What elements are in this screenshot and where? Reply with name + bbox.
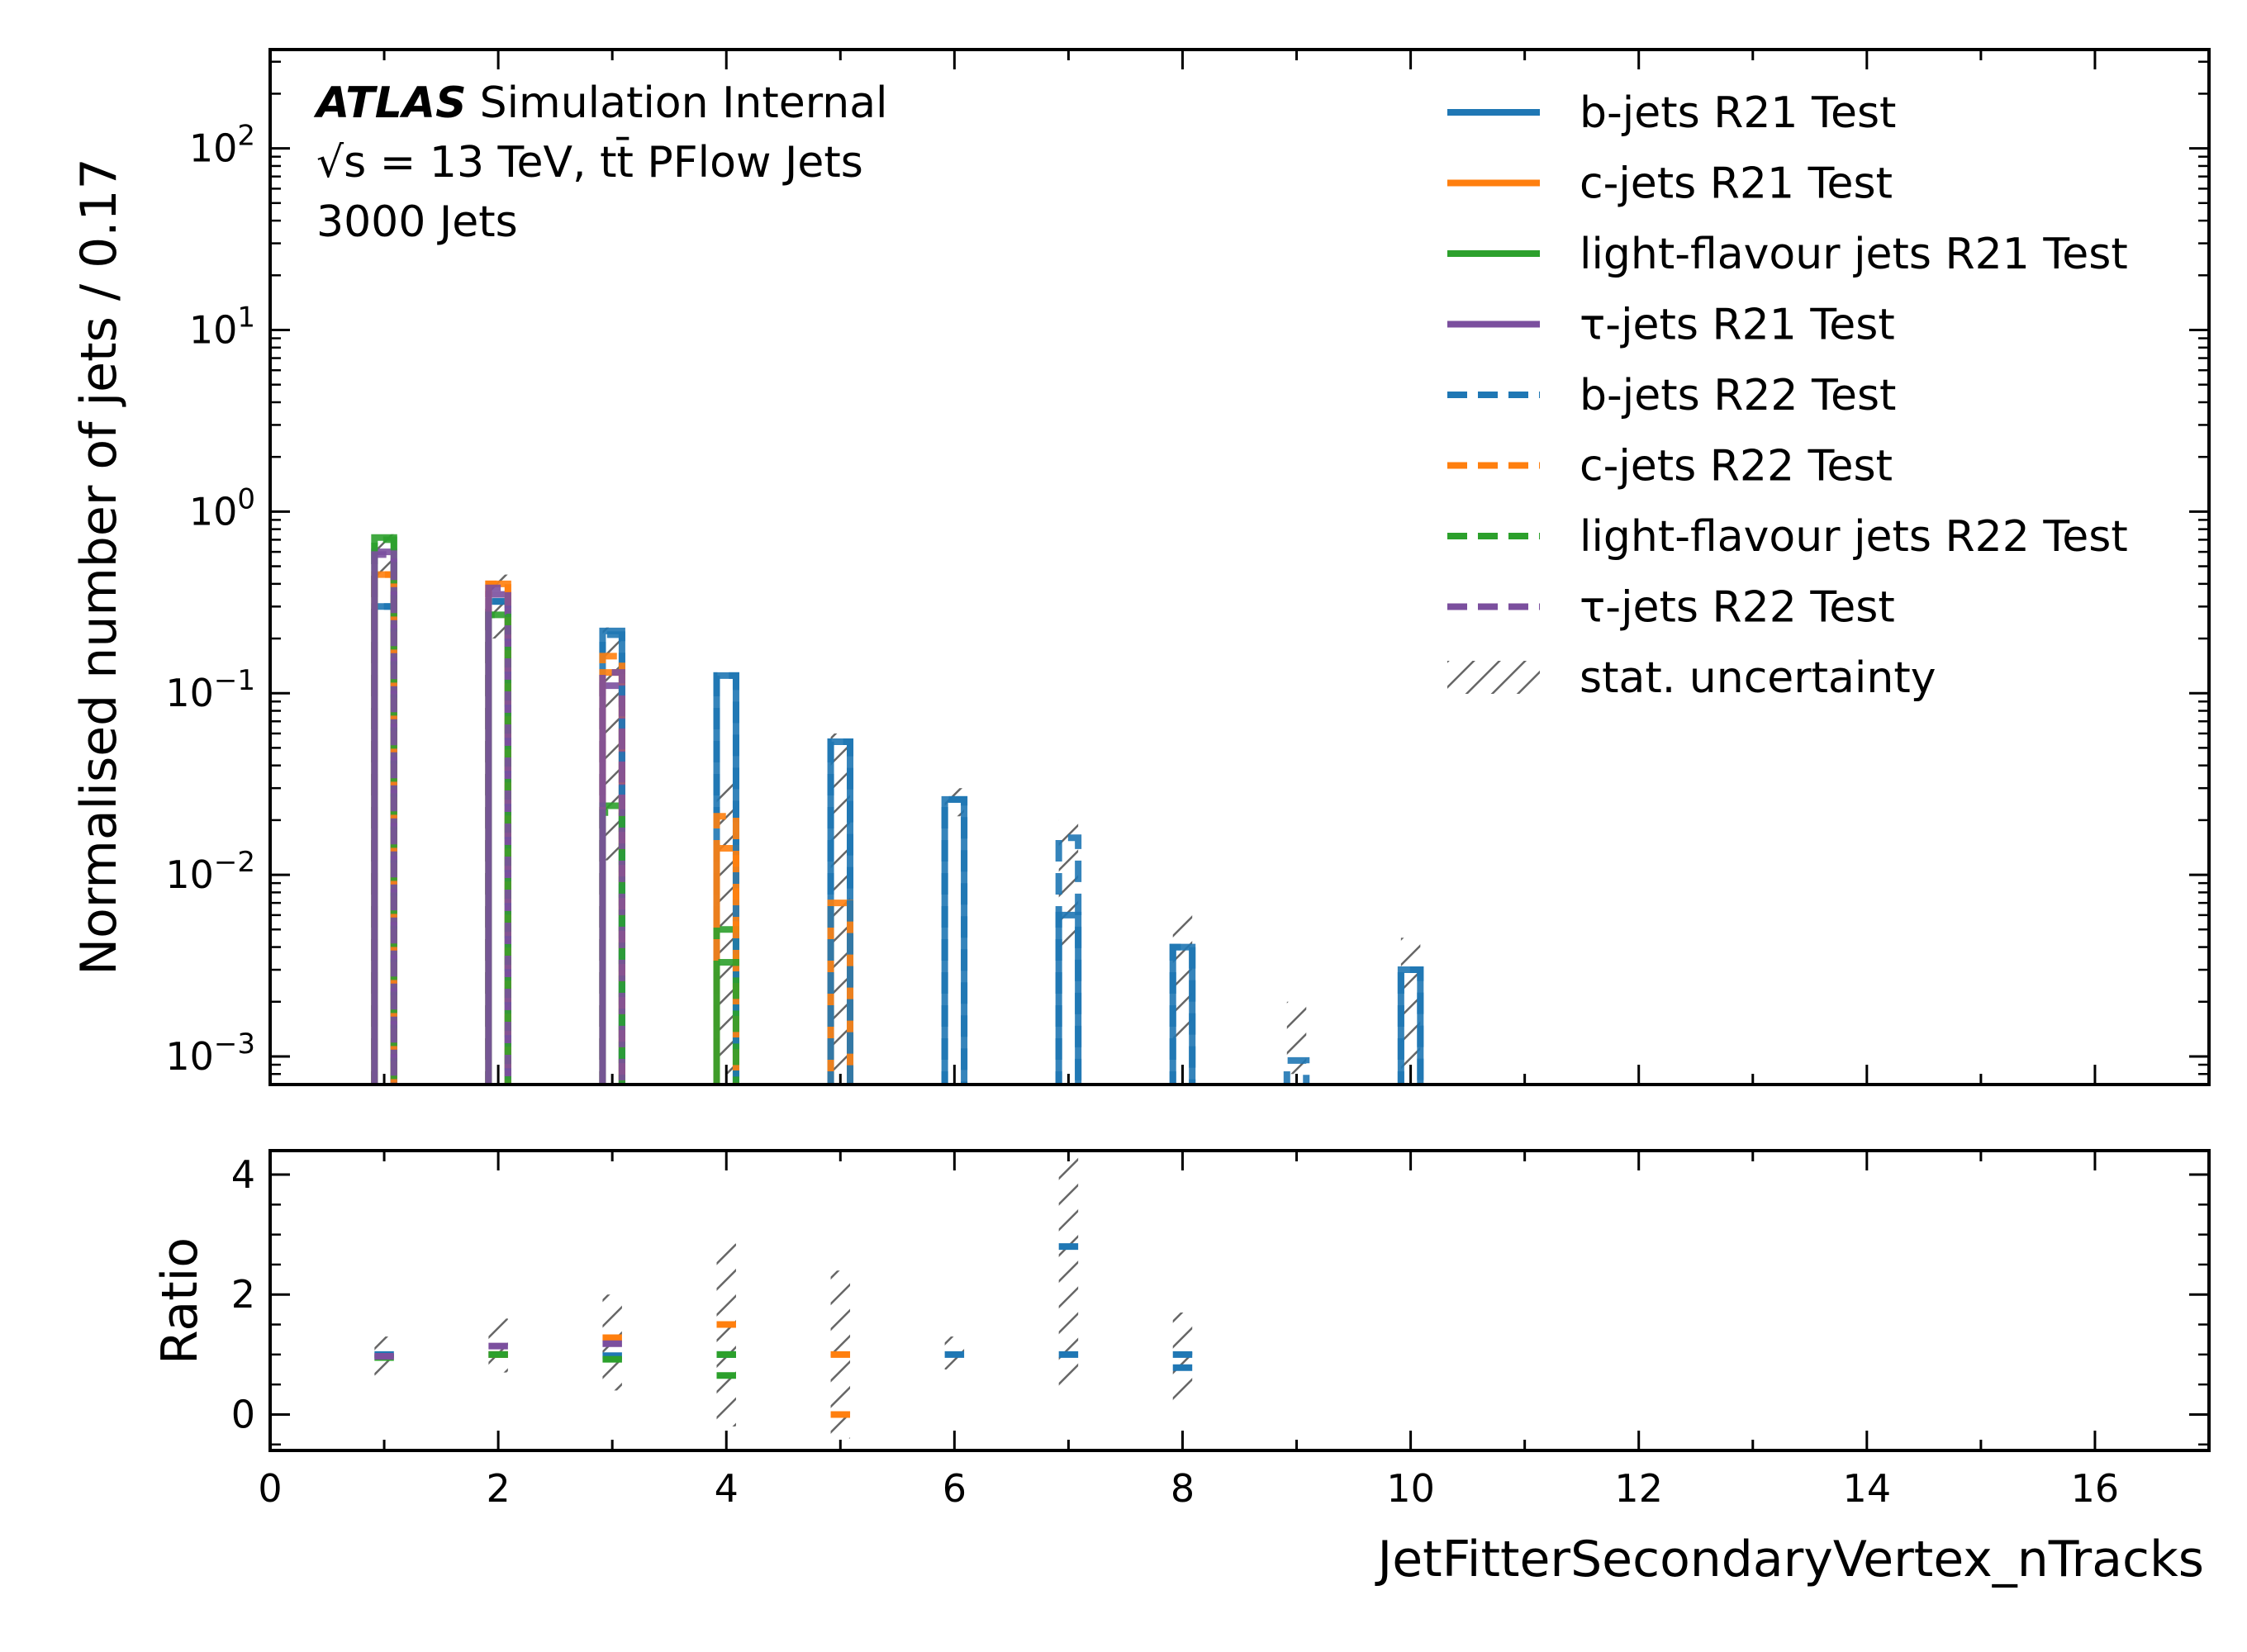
y-tick-label: 100 [189,482,255,534]
y-tick-label: 10−3 [165,1028,255,1079]
atlas-label: ATLAS Simulation Internal √s = 13 TeV, tt… [313,78,888,247]
y-tick-mantissa: 10 [165,1034,214,1079]
ratio-tick-group: 0 2 4 6 8 10 12 14 16 0 2 4 [231,1151,2211,1511]
legend-hatch-swatch [1447,661,1540,694]
atlas-experiment: ATLAS [313,78,467,128]
legend-label: light-flavour jets R21 Test [1580,230,2128,279]
x-tick-label: 12 [1614,1466,1663,1511]
main-histogram-group [371,534,1424,1085]
histogram-bin [827,900,854,1085]
main-panel-frame [268,48,2211,1086]
x-tick-label: 0 [258,1466,282,1511]
x-tick-label: 14 [1843,1466,1892,1511]
ratio-y-tick-label: 0 [231,1392,255,1436]
y-tick-exponent: −3 [214,1028,255,1061]
histogram-bin [827,738,854,1085]
x-tick-label: 4 [715,1466,739,1511]
legend-entry: c-jets R21 Test [1447,159,1893,209]
x-tick-label: 2 [486,1466,510,1511]
y-tick-mantissa: 10 [189,126,238,171]
y-tick-exponent: 0 [237,482,255,515]
legend-label: stat. uncertainty [1580,653,1936,703]
y-tick-label: 101 [189,301,255,352]
ratio-panel-frame [268,1149,2211,1452]
y-tick-exponent: −2 [214,846,255,879]
ratio-marker-group [374,1243,1193,1418]
y-tick-exponent: 1 [237,301,255,334]
x-tick-label: 8 [1171,1466,1195,1511]
ratio-y-tick-label: 4 [231,1152,255,1197]
y-tick-mantissa: 10 [189,307,238,352]
histogram-bin [371,551,397,1085]
legend-entry: light-flavour jets R22 Test [1447,512,2128,562]
legend-entry: stat. uncertainty [1447,653,1936,703]
atlas-energy-line: √s = 13 TeV, tt̄ PFlow Jets [316,137,863,188]
y-tick-mantissa: 10 [189,489,238,534]
main-stat-uncertainty-group [374,534,1421,1075]
legend-label: b-jets R21 Test [1580,88,1896,138]
y-tick-label: 10−2 [165,846,255,897]
atlas-status: Simulation Internal [480,78,888,128]
atlas-jets-line: 3000 Jets [316,197,518,247]
ratio-stat-uncertainty-band [1058,1156,1079,1388]
legend-label: b-jets R22 Test [1580,371,1896,420]
x-tick-label: 6 [943,1466,967,1511]
legend-label: τ-jets R21 Test [1580,301,1895,350]
histogram-bin [599,669,625,1085]
atlas-status-line: ATLAS Simulation Internal [313,78,888,128]
ratio-axis-title: Ratio [151,1237,209,1365]
y-axis-title: Normalised number of jets / 0.17 [70,158,128,976]
legend-entry: b-jets R22 Test [1447,371,1896,420]
y-tick-exponent: 2 [237,120,255,153]
histogram-bin [713,813,739,1085]
stat-uncertainty-band [1286,1001,1307,1075]
histogram-bin [941,795,968,1085]
legend-entry: τ-jets R21 Test [1447,301,1895,350]
histogram-bin [1397,966,1424,1085]
y-tick-mantissa: 10 [165,671,214,715]
y-tick-mantissa: 10 [165,852,214,897]
histogram-bin [1055,834,1082,1085]
y-tick-label: 10−1 [165,664,255,715]
legend-entry: light-flavour jets R21 Test [1447,230,2128,279]
ratio-stat-uncertainty-group [374,1156,1193,1439]
histogram-bin [1169,943,1196,1085]
legend-label: τ-jets R22 Test [1580,583,1895,633]
legend: b-jets R21 Test c-jets R21 Test light-flav… [1447,88,2128,703]
ratio-panel: 0 2 4 6 8 10 12 14 16 0 2 4 [231,1149,2211,1511]
histogram-bin [485,584,511,1085]
histogram-bin [713,958,739,1085]
y-tick-label: 102 [189,120,255,171]
x-tick-label: 16 [2071,1466,2120,1511]
x-axis-title: JetFitterSecondaryVertex_nTracks [1375,1531,2205,1588]
x-tick-label: 10 [1386,1466,1435,1511]
legend-label: c-jets R22 Test [1580,442,1893,491]
y-tick-exponent: −1 [214,664,255,697]
ratio-y-tick-label: 2 [231,1272,255,1317]
legend-label: light-flavour jets R22 Test [1580,512,2128,562]
legend-entry: c-jets R22 Test [1447,442,1893,491]
histogram-bin [1283,1056,1310,1085]
legend-entry: τ-jets R22 Test [1447,583,1895,633]
legend-entry: b-jets R21 Test [1447,88,1896,138]
legend-label: c-jets R21 Test [1580,159,1893,209]
ratio-stat-uncertainty-band [716,1243,736,1427]
